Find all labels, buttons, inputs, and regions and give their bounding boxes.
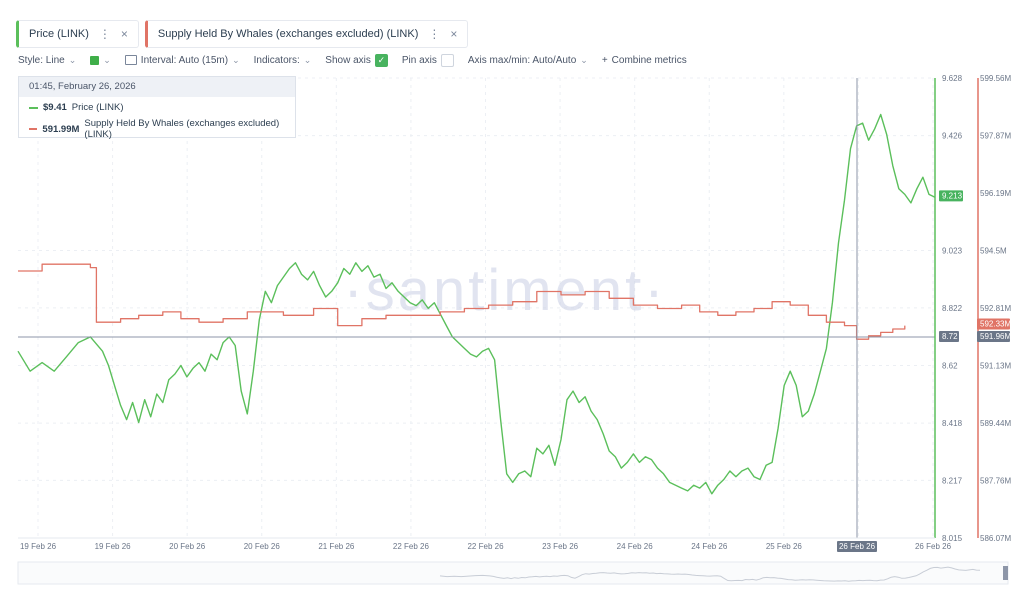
x-axis-tick-label: 24 Feb 26 bbox=[691, 542, 728, 551]
close-icon[interactable]: × bbox=[450, 27, 458, 41]
x-axis-tick-label: 24 Feb 26 bbox=[617, 542, 654, 551]
price-crosshair-badge: 8.72 bbox=[942, 332, 958, 341]
plus-icon: + bbox=[601, 54, 608, 66]
tooltip-row-whales: 591.99M Supply Held By Whales (exchanges… bbox=[19, 118, 295, 140]
metric-tab-whales-label: Supply Held By Whales (exchanges exclude… bbox=[157, 28, 419, 40]
whale-crosshair-badge-bg bbox=[977, 330, 1010, 342]
navigator[interactable] bbox=[17, 561, 1009, 585]
whale-crosshair-badge: 591.96M bbox=[980, 332, 1011, 341]
pin-axis-toggle[interactable]: Pin axis bbox=[401, 53, 454, 67]
pin-axis-label: Pin axis bbox=[401, 54, 437, 66]
tooltip: 01:45, February 26, 2026 $9.41 Price (LI… bbox=[18, 76, 296, 140]
right-axis-tick-label: 591.13M bbox=[980, 362, 1011, 371]
calendar-icon bbox=[124, 55, 137, 65]
show-axis-checkbox[interactable]: ✓ bbox=[374, 53, 388, 67]
axis-maxmin-label: Axis max/min: Auto/Auto bbox=[467, 54, 577, 66]
x-axis-tick-label: 23 Feb 26 bbox=[542, 542, 579, 551]
left-axis-tick-label: 9.426 bbox=[942, 132, 963, 141]
right-axis-tick-label: 589.44M bbox=[980, 419, 1011, 428]
right-axis-tick-label: 592.81M bbox=[980, 304, 1011, 313]
crosshair bbox=[18, 78, 935, 538]
close-icon[interactable]: × bbox=[120, 27, 128, 41]
crosshair-x-badge bbox=[837, 541, 877, 552]
tooltip-label: Supply Held By Whales (exchanges exclude… bbox=[84, 118, 280, 140]
tooltip-datetime: 01:45, February 26, 2026 bbox=[19, 77, 295, 97]
chevron-down-icon: ⌄ bbox=[68, 54, 77, 65]
x-axis-tick-label: 20 Feb 26 bbox=[169, 542, 206, 551]
chart-toolbar: Style: Line ⌄ ⌄ Interval: Auto (15m) ⌄ I… bbox=[18, 52, 701, 68]
x-axis-tick-label: 25 Feb 26 bbox=[766, 542, 803, 551]
right-axis-tick-label: 594.5M bbox=[980, 247, 1007, 256]
interval-label: Interval: Auto (15m) bbox=[140, 54, 229, 66]
x-axis-tick-label: 19 Feb 26 bbox=[95, 542, 132, 551]
left-axis-tick-label: 8.822 bbox=[942, 304, 963, 313]
metric-tabs: Price (LINK) ⋮ × Supply Held By Whales (… bbox=[16, 20, 469, 48]
show-axis-label: Show axis bbox=[325, 54, 371, 66]
x-axis-tick-label: 26 Feb 26 bbox=[915, 542, 952, 551]
series-layer bbox=[17, 113, 936, 495]
chevron-down-icon: ⌄ bbox=[232, 54, 240, 65]
price-crosshair-badge-bg bbox=[939, 330, 959, 342]
series-swatch bbox=[29, 106, 38, 109]
combine-metrics-button[interactable]: + Combine metrics bbox=[602, 55, 687, 66]
x-axis-tick-label: 22 Feb 26 bbox=[467, 542, 504, 551]
x-axis-tick-label: 22 Feb 26 bbox=[393, 542, 430, 551]
price-current-badge: 9.213 bbox=[942, 191, 963, 200]
left-axis-tick-label: 8.015 bbox=[942, 534, 963, 543]
tooltip-label: Price (LINK) bbox=[71, 102, 124, 113]
chevron-down-icon: ⌄ bbox=[580, 54, 588, 65]
right-axis-tick-label: 596.19M bbox=[980, 189, 1011, 198]
navigator-line bbox=[439, 566, 981, 582]
combine-label: Combine metrics bbox=[611, 54, 687, 66]
style-dropdown[interactable]: Style: Line ⌄ bbox=[18, 55, 76, 66]
show-axis-toggle[interactable]: Show axis ✓ bbox=[325, 53, 388, 67]
left-axis-tick-label: 8.418 bbox=[942, 419, 963, 428]
interval-dropdown[interactable]: Interval: Auto (15m) ⌄ bbox=[124, 54, 240, 66]
axis-maxmin-dropdown[interactable]: Axis max/min: Auto/Auto ⌄ bbox=[468, 55, 588, 66]
right-axis-tick-label: 599.56M bbox=[980, 74, 1011, 83]
color-swatch bbox=[90, 55, 100, 65]
price-current-badge-bg bbox=[939, 190, 963, 202]
indicators-dropdown[interactable]: Indicators: ⌄ bbox=[254, 55, 312, 66]
pin-axis-checkbox[interactable] bbox=[440, 53, 454, 67]
whale-current-badge: 592.33M bbox=[980, 320, 1011, 329]
tooltip-row-price: $9.41 Price (LINK) bbox=[19, 102, 295, 113]
left-axis-tick-label: 9.628 bbox=[942, 74, 963, 83]
left-axis-tick-label: 8.62 bbox=[942, 361, 958, 370]
left-axis-tick-label: 8.217 bbox=[942, 476, 963, 485]
more-options-icon[interactable]: ⋮ bbox=[98, 27, 111, 41]
tooltip-value: $9.41 bbox=[43, 102, 67, 113]
navigator-handle[interactable] bbox=[1003, 566, 1008, 580]
metric-tab-whales[interactable]: Supply Held By Whales (exchanges exclude… bbox=[144, 20, 469, 48]
whale-current-badge-bg bbox=[977, 318, 1010, 330]
right-axis-tick-label: 586.07M bbox=[980, 534, 1011, 543]
chevron-down-icon: ⌄ bbox=[103, 54, 111, 65]
x-axis-tick-label: 21 Feb 26 bbox=[318, 542, 355, 551]
more-options-icon[interactable]: ⋮ bbox=[428, 27, 441, 41]
price-series-line bbox=[17, 113, 936, 495]
indicators-label: Indicators: bbox=[253, 54, 300, 66]
right-axis-tick-label: 587.76M bbox=[980, 477, 1011, 486]
crosshair-x-label: 26 Feb 26 bbox=[839, 542, 876, 551]
style-label: Style: Line bbox=[18, 54, 65, 66]
series-swatch bbox=[29, 128, 38, 130]
whale-supply-series-line bbox=[18, 263, 906, 340]
x-axis-tick-label: 19 Feb 26 bbox=[20, 542, 57, 551]
left-axis-tick-label: 9.023 bbox=[942, 247, 963, 256]
right-axis-tick-label: 597.87M bbox=[980, 132, 1011, 141]
metric-tab-price-label: Price (LINK) bbox=[29, 28, 89, 40]
tooltip-value: 591.99M bbox=[42, 123, 80, 135]
x-axis-tick-label: 20 Feb 26 bbox=[244, 542, 281, 551]
color-dropdown[interactable]: ⌄ bbox=[90, 55, 111, 66]
watermark: ·santiment· bbox=[343, 258, 666, 323]
metric-tab-price[interactable]: Price (LINK) ⋮ × bbox=[16, 20, 139, 48]
axes: 9.628 9.426 9.023 8.822 8.62 8.418 8.217 8.015 5… bbox=[18, 74, 1011, 552]
chevron-down-icon: ⌄ bbox=[303, 54, 312, 65]
